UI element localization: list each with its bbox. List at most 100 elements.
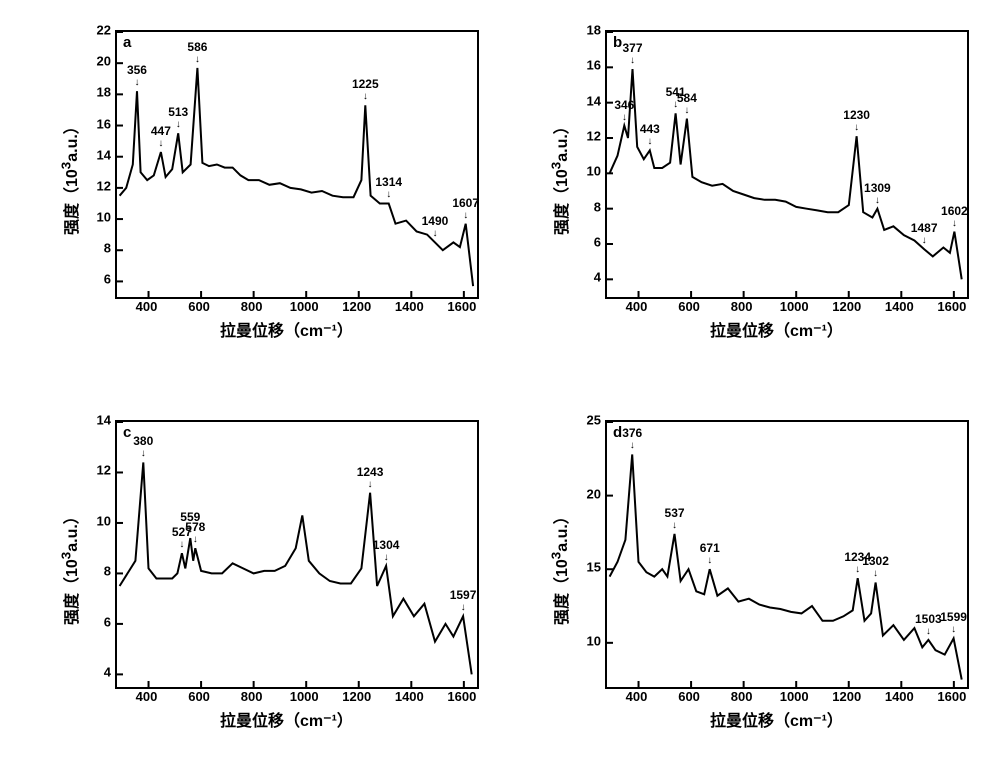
peak-arrow-icon: ↓ [463, 210, 468, 221]
xtick-label: 1400 [885, 299, 914, 314]
ytick-label: 10 [87, 210, 111, 225]
peak-label: 1225 [352, 77, 379, 91]
peak-arrow-icon: ↓ [926, 626, 931, 637]
xtick-label: 1600 [937, 299, 966, 314]
ytick-label: 20 [577, 486, 601, 501]
peak-label: 1314 [375, 175, 402, 189]
peak-label: 376 [622, 426, 642, 440]
peak-label: 1304 [373, 538, 400, 552]
ytick-label: 8 [577, 199, 601, 214]
xtick-label: 1400 [395, 689, 424, 704]
xtick-label: 1000 [780, 689, 809, 704]
ytick-label: 8 [87, 564, 111, 579]
ytick-label: 18 [87, 85, 111, 100]
peak-label: 1230 [843, 108, 870, 122]
xtick-label: 400 [136, 689, 158, 704]
peak-arrow-icon: ↓ [707, 555, 712, 566]
plot-area-a: a356↓447↓513↓586↓1225↓1314↓1490↓1607↓ [115, 30, 479, 299]
ytick-label: 20 [87, 54, 111, 69]
peak-arrow-icon: ↓ [630, 55, 635, 66]
peak-label: 377 [622, 41, 642, 55]
peak-arrow-icon: ↓ [684, 105, 689, 116]
ytick-label: 10 [577, 633, 601, 648]
spectrum-line-a [117, 32, 477, 297]
spectrum-line-d [607, 422, 967, 687]
xtick-label: 400 [136, 299, 158, 314]
ylabel-c: 强度（103a.u.） [58, 485, 82, 625]
panel-a: a356↓447↓513↓586↓1225↓1314↓1490↓1607↓400… [40, 10, 480, 340]
peak-label: 586 [187, 40, 207, 54]
peak-arrow-icon: ↓ [922, 235, 927, 246]
ytick-label: 8 [87, 241, 111, 256]
peak-label: 356 [127, 63, 147, 77]
xtick-label: 1200 [832, 299, 861, 314]
peak-label: 1309 [864, 181, 891, 195]
peak-label: 1607 [452, 196, 479, 210]
ytick-label: 10 [87, 513, 111, 528]
panel-c: c380↓527↓559↓578↓1243↓1304↓1597↓40060080… [40, 400, 480, 730]
peak-arrow-icon: ↓ [176, 119, 181, 130]
peak-arrow-icon: ↓ [386, 189, 391, 200]
ytick-label: 10 [577, 164, 601, 179]
xtick-label: 1600 [447, 299, 476, 314]
ytick-label: 6 [87, 272, 111, 287]
ytick-label: 4 [577, 270, 601, 285]
peak-label: 513 [168, 105, 188, 119]
ytick-label: 15 [577, 560, 601, 575]
xtick-label: 800 [731, 689, 753, 704]
xlabel-c: 拉曼位移（cm⁻¹） [220, 707, 353, 731]
ytick-label: 14 [87, 413, 111, 428]
xtick-label: 1200 [832, 689, 861, 704]
panel-b: b346↓377↓443↓541↓584↓1230↓1309↓1487↓1602… [530, 10, 970, 340]
peak-arrow-icon: ↓ [461, 602, 466, 613]
xtick-label: 1400 [885, 689, 914, 704]
peak-arrow-icon: ↓ [952, 218, 957, 229]
peak-arrow-icon: ↓ [368, 479, 373, 490]
ytick-label: 4 [87, 665, 111, 680]
ytick-label: 14 [87, 147, 111, 162]
plot-area-b: b346↓377↓443↓541↓584↓1230↓1309↓1487↓1602… [605, 30, 969, 299]
peak-arrow-icon: ↓ [432, 228, 437, 239]
peak-label: 443 [640, 122, 660, 136]
peak-arrow-icon: ↓ [622, 112, 627, 123]
xtick-label: 600 [678, 689, 700, 704]
xtick-label: 1000 [290, 689, 319, 704]
peak-label: 1503 [915, 612, 942, 626]
ylabel-b: 强度（103a.u.） [548, 95, 572, 235]
peak-label: 1602 [941, 204, 968, 218]
spectrum-line-c [117, 422, 477, 687]
ylabel-a: 强度（103a.u.） [58, 95, 82, 235]
ytick-label: 22 [87, 23, 111, 38]
xtick-label: 400 [626, 689, 648, 704]
peak-arrow-icon: ↓ [854, 122, 859, 133]
xtick-label: 600 [678, 299, 700, 314]
ytick-label: 6 [87, 614, 111, 629]
peak-arrow-icon: ↓ [384, 552, 389, 563]
xtick-label: 600 [188, 299, 210, 314]
peak-arrow-icon: ↓ [193, 534, 198, 545]
xtick-label: 800 [241, 689, 263, 704]
peak-arrow-icon: ↓ [134, 77, 139, 88]
xlabel-b: 拉曼位移（cm⁻¹） [710, 317, 843, 341]
peak-arrow-icon: ↓ [873, 568, 878, 579]
xtick-label: 1000 [290, 299, 319, 314]
peak-arrow-icon: ↓ [630, 440, 635, 451]
ytick-label: 6 [577, 235, 601, 250]
peak-label: 380 [133, 434, 153, 448]
peak-label: 537 [665, 506, 685, 520]
peak-label: 1597 [450, 588, 477, 602]
xtick-label: 1200 [342, 689, 371, 704]
peak-label: 671 [700, 541, 720, 555]
xtick-label: 400 [626, 299, 648, 314]
plot-area-d: d376↓537↓671↓1234↓1302↓1503↓1599↓ [605, 420, 969, 689]
ytick-label: 16 [87, 116, 111, 131]
peak-arrow-icon: ↓ [141, 448, 146, 459]
peak-arrow-icon: ↓ [179, 539, 184, 550]
peak-arrow-icon: ↓ [855, 564, 860, 575]
peak-label: 1487 [911, 221, 938, 235]
xtick-label: 1000 [780, 299, 809, 314]
peak-arrow-icon: ↓ [363, 91, 368, 102]
ylabel-d: 强度（103a.u.） [548, 485, 572, 625]
peak-label: 1302 [862, 554, 889, 568]
peak-label: 578 [185, 520, 205, 534]
